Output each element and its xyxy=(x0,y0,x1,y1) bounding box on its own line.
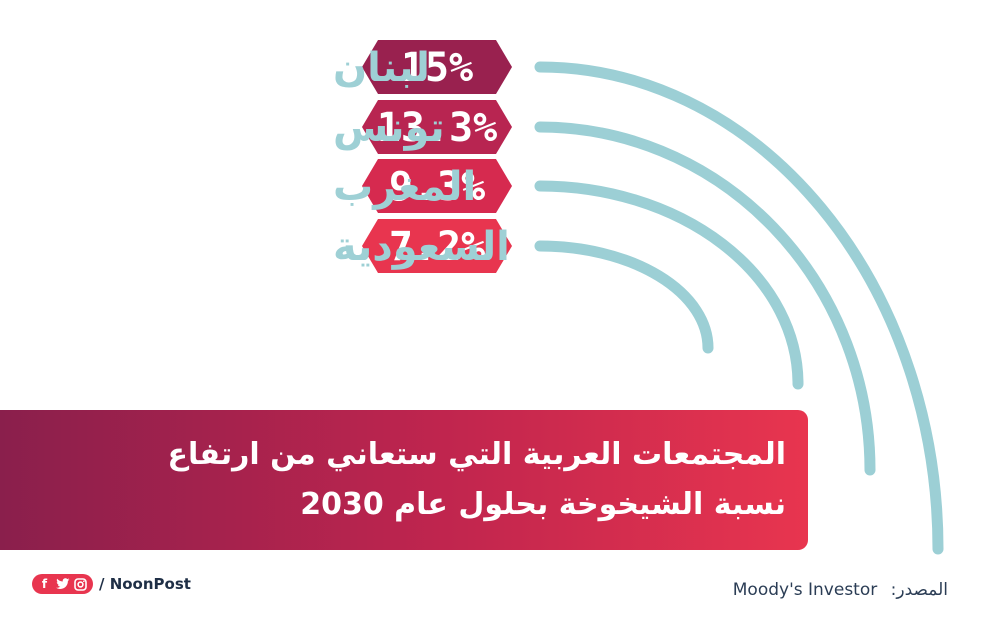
value-badge xyxy=(362,100,512,154)
title-banner: المجتمعات العربية التي ستعاني من ارتفاع … xyxy=(0,410,808,550)
title-line-2: نسبة الشيخوخة بحلول عام 2030 xyxy=(300,487,786,522)
arc-2 xyxy=(534,180,804,390)
value-label: 7.2% xyxy=(389,224,485,270)
value-badge xyxy=(362,159,512,213)
facebook-icon[interactable]: f xyxy=(41,576,48,591)
country-label: لبنان xyxy=(333,45,430,91)
source-note: المصدر: Moody's Investor xyxy=(733,580,948,600)
brand-name: / NoonPost xyxy=(99,575,191,593)
country-label: المغرب xyxy=(333,164,476,210)
twitter-icon[interactable] xyxy=(55,577,70,592)
arc-0 xyxy=(534,61,944,555)
country-label: تونس xyxy=(333,105,445,151)
arc-3 xyxy=(534,240,714,354)
arc-1 xyxy=(534,121,876,476)
source-name: Moody's Investor xyxy=(732,580,878,600)
source-label: المصدر: xyxy=(890,580,948,600)
value-label: 15% xyxy=(401,45,473,91)
value-label: 13.3% xyxy=(377,105,497,151)
value-badge xyxy=(362,40,512,94)
social-icons: f xyxy=(32,574,93,594)
country-label: السعودية xyxy=(333,224,510,270)
instagram-icon[interactable] xyxy=(73,577,88,592)
brand-footer: f / NoonPost xyxy=(32,574,191,594)
value-badge xyxy=(362,219,512,273)
value-label: 9.3% xyxy=(389,164,485,210)
title-line-1: المجتمعات العربية التي ستعاني من ارتفاع xyxy=(167,437,786,472)
